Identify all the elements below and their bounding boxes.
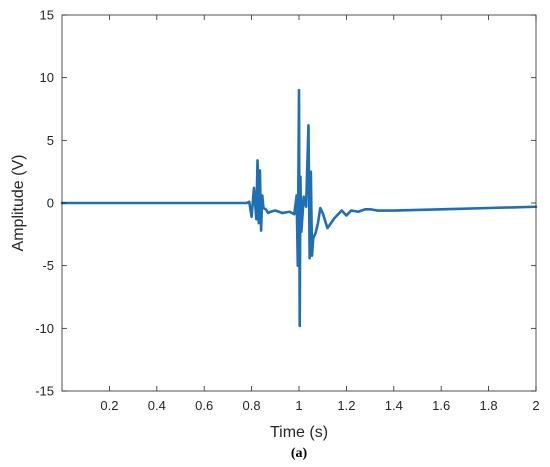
y-axis-title: Amplitude (V): [10, 155, 27, 252]
x-tick-label: 0.8: [243, 398, 261, 413]
figure-caption: (a): [291, 446, 308, 461]
y-tick-label: 5: [47, 133, 54, 148]
x-tick-label: 0.2: [100, 398, 118, 413]
x-tick-label: 1.8: [480, 398, 498, 413]
x-axis-ticks: 0.2 0.4 0.6 0.8 1 1.2 1.4 1.6 1.8 2: [100, 15, 540, 413]
x-tick-label: 1.6: [432, 398, 450, 413]
x-tick-label: 0.4: [148, 398, 166, 413]
x-tick-label: 1.2: [337, 398, 355, 413]
x-tick-label: 2: [532, 398, 539, 413]
y-tick-label: -15: [35, 384, 54, 399]
y-tick-label: -10: [35, 321, 54, 336]
x-axis-title: Time (s): [270, 424, 328, 441]
x-tick-label: 1.4: [385, 398, 403, 413]
series-line: [60, 88, 538, 328]
y-tick-label: 15: [40, 8, 54, 23]
y-tick-label: 10: [40, 70, 54, 85]
x-tick-label: 0.6: [195, 398, 213, 413]
y-tick-label: 0: [47, 196, 54, 211]
y-tick-label: -5: [42, 258, 54, 273]
x-tick-label: 1: [295, 398, 302, 413]
y-axis-ticks: 15 10 5 0 -5 -10 -15: [35, 8, 536, 399]
